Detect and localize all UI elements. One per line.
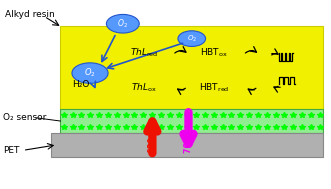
Circle shape [72,63,108,83]
Text: $Th$L$_\mathrm{red}$: $Th$L$_\mathrm{red}$ [130,46,158,59]
Circle shape [107,14,139,33]
Bar [61,109,323,133]
Text: $Th$L$_\mathrm{ox}$: $Th$L$_\mathrm{ox}$ [131,82,157,94]
Text: Alkyd resin: Alkyd resin [5,10,54,19]
Text: O₂ sensor: O₂ sensor [3,113,46,122]
Text: PET: PET [3,146,20,155]
Bar [61,26,323,109]
Text: 620 nm: 620 nm [148,122,157,153]
Bar [51,133,323,157]
Text: HBT$_\mathrm{ox}$: HBT$_\mathrm{ox}$ [200,46,228,59]
Text: $O_2$: $O_2$ [187,33,197,44]
Text: 760 nm: 760 nm [184,121,193,153]
Text: HBT$_\mathrm{red}$: HBT$_\mathrm{red}$ [199,82,229,94]
Text: $O_2$: $O_2$ [84,67,96,79]
Circle shape [178,31,206,46]
Text: H₂O: H₂O [72,80,89,89]
Text: $O_2$: $O_2$ [118,18,128,30]
